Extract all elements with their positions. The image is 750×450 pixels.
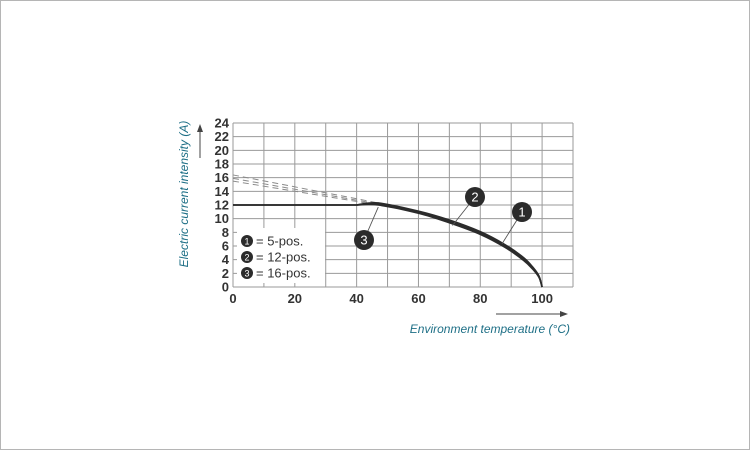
dashed-extension-line: [232, 177, 379, 205]
x-axis-title: Environment temperature (°C): [410, 322, 570, 336]
legend-badge-2: [241, 251, 253, 263]
dashed-extension-line: [232, 174, 379, 204]
y-tick-label: 12: [215, 198, 229, 213]
y-tick-label: 16: [215, 170, 229, 185]
y-axis-arrow-head: [197, 124, 203, 132]
callout-badge-1: [512, 202, 532, 222]
series-3-curve: [356, 203, 543, 288]
y-tick-label: 6: [222, 239, 229, 254]
legend-badge-number: 1: [244, 237, 249, 247]
y-tick-label: 4: [222, 252, 230, 267]
y-tick-label: 20: [215, 143, 229, 158]
y-tick-label: 2: [222, 266, 229, 281]
callout-badge-number: 1: [518, 205, 525, 220]
legend-badge-1: [241, 235, 253, 247]
callout-badge-2: [465, 187, 485, 207]
callout-badge-number: 3: [360, 233, 367, 248]
legend-badge-3: [241, 267, 253, 279]
y-tick-label: 10: [215, 211, 229, 226]
legend: 1 = 5-pos. 2 = 12-pos. 3 = 16-pos.: [237, 228, 325, 283]
legend-badge-number: 3: [244, 269, 249, 279]
x-tick-label: 0: [229, 291, 236, 306]
y-axis-title: Electric current intensity (A): [177, 121, 191, 268]
legend-label: = 12-pos.: [256, 250, 311, 265]
callout-badge-number: 2: [471, 190, 478, 205]
x-tick-label: 60: [411, 291, 425, 306]
callout-badge-3: [354, 230, 374, 250]
y-tick-label: 24: [215, 116, 230, 131]
legend-label: = 5-pos.: [256, 234, 303, 249]
x-axis-arrow-head: [560, 311, 568, 317]
legend-badge-number: 2: [244, 253, 249, 263]
dashed-extension-line: [232, 180, 379, 206]
legend-label: = 16-pos.: [256, 266, 311, 281]
y-tick-label: 8: [222, 225, 229, 240]
y-tick-label: 22: [215, 129, 229, 144]
y-tick-label: 14: [215, 184, 230, 199]
x-tick-label: 80: [473, 291, 487, 306]
x-tick-label: 40: [349, 291, 363, 306]
x-tick-label: 20: [288, 291, 302, 306]
x-tick-label: 100: [531, 291, 553, 306]
y-tick-label: 18: [215, 157, 229, 172]
y-tick-label: 0: [222, 280, 229, 295]
